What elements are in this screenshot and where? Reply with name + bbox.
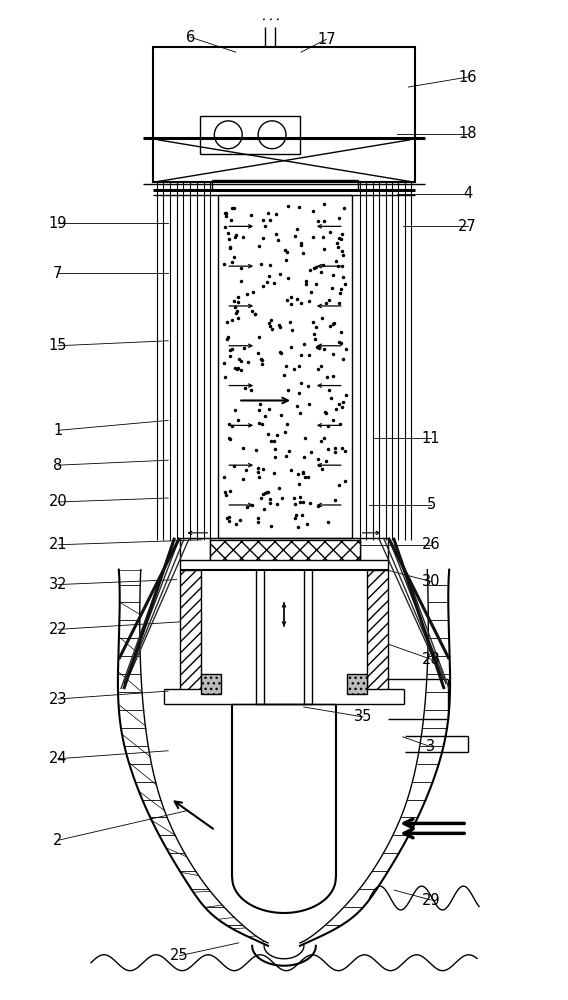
Text: 23: 23 xyxy=(49,692,67,707)
Text: 18: 18 xyxy=(458,126,477,141)
Text: 17: 17 xyxy=(317,32,336,47)
Text: 27: 27 xyxy=(458,219,477,234)
Text: 6: 6 xyxy=(186,30,195,45)
Bar xyxy=(179,570,202,689)
Text: 25: 25 xyxy=(170,948,189,963)
Bar xyxy=(346,674,366,694)
Text: 16: 16 xyxy=(458,70,477,85)
Text: 26: 26 xyxy=(421,537,440,552)
Text: 30: 30 xyxy=(421,574,440,589)
Text: 5: 5 xyxy=(427,497,436,512)
Text: 35: 35 xyxy=(354,709,372,724)
Bar xyxy=(366,570,389,689)
Text: 20: 20 xyxy=(48,494,67,509)
Bar xyxy=(153,47,415,182)
Bar xyxy=(210,540,360,560)
Text: 8: 8 xyxy=(53,458,62,473)
Text: 32: 32 xyxy=(49,577,67,592)
Text: 1: 1 xyxy=(53,423,62,438)
Text: 2: 2 xyxy=(53,833,62,848)
Text: 28: 28 xyxy=(421,652,440,667)
Text: 15: 15 xyxy=(49,338,67,353)
Text: 19: 19 xyxy=(49,216,67,231)
Text: 4: 4 xyxy=(463,186,473,201)
Text: 11: 11 xyxy=(421,431,440,446)
Text: 29: 29 xyxy=(421,893,440,908)
Text: 22: 22 xyxy=(48,622,67,637)
Text: 24: 24 xyxy=(49,751,67,766)
Text: 3: 3 xyxy=(427,739,436,754)
Bar xyxy=(201,116,300,154)
Text: 7: 7 xyxy=(53,266,62,281)
Text: 21: 21 xyxy=(49,537,67,552)
Bar xyxy=(202,674,222,694)
